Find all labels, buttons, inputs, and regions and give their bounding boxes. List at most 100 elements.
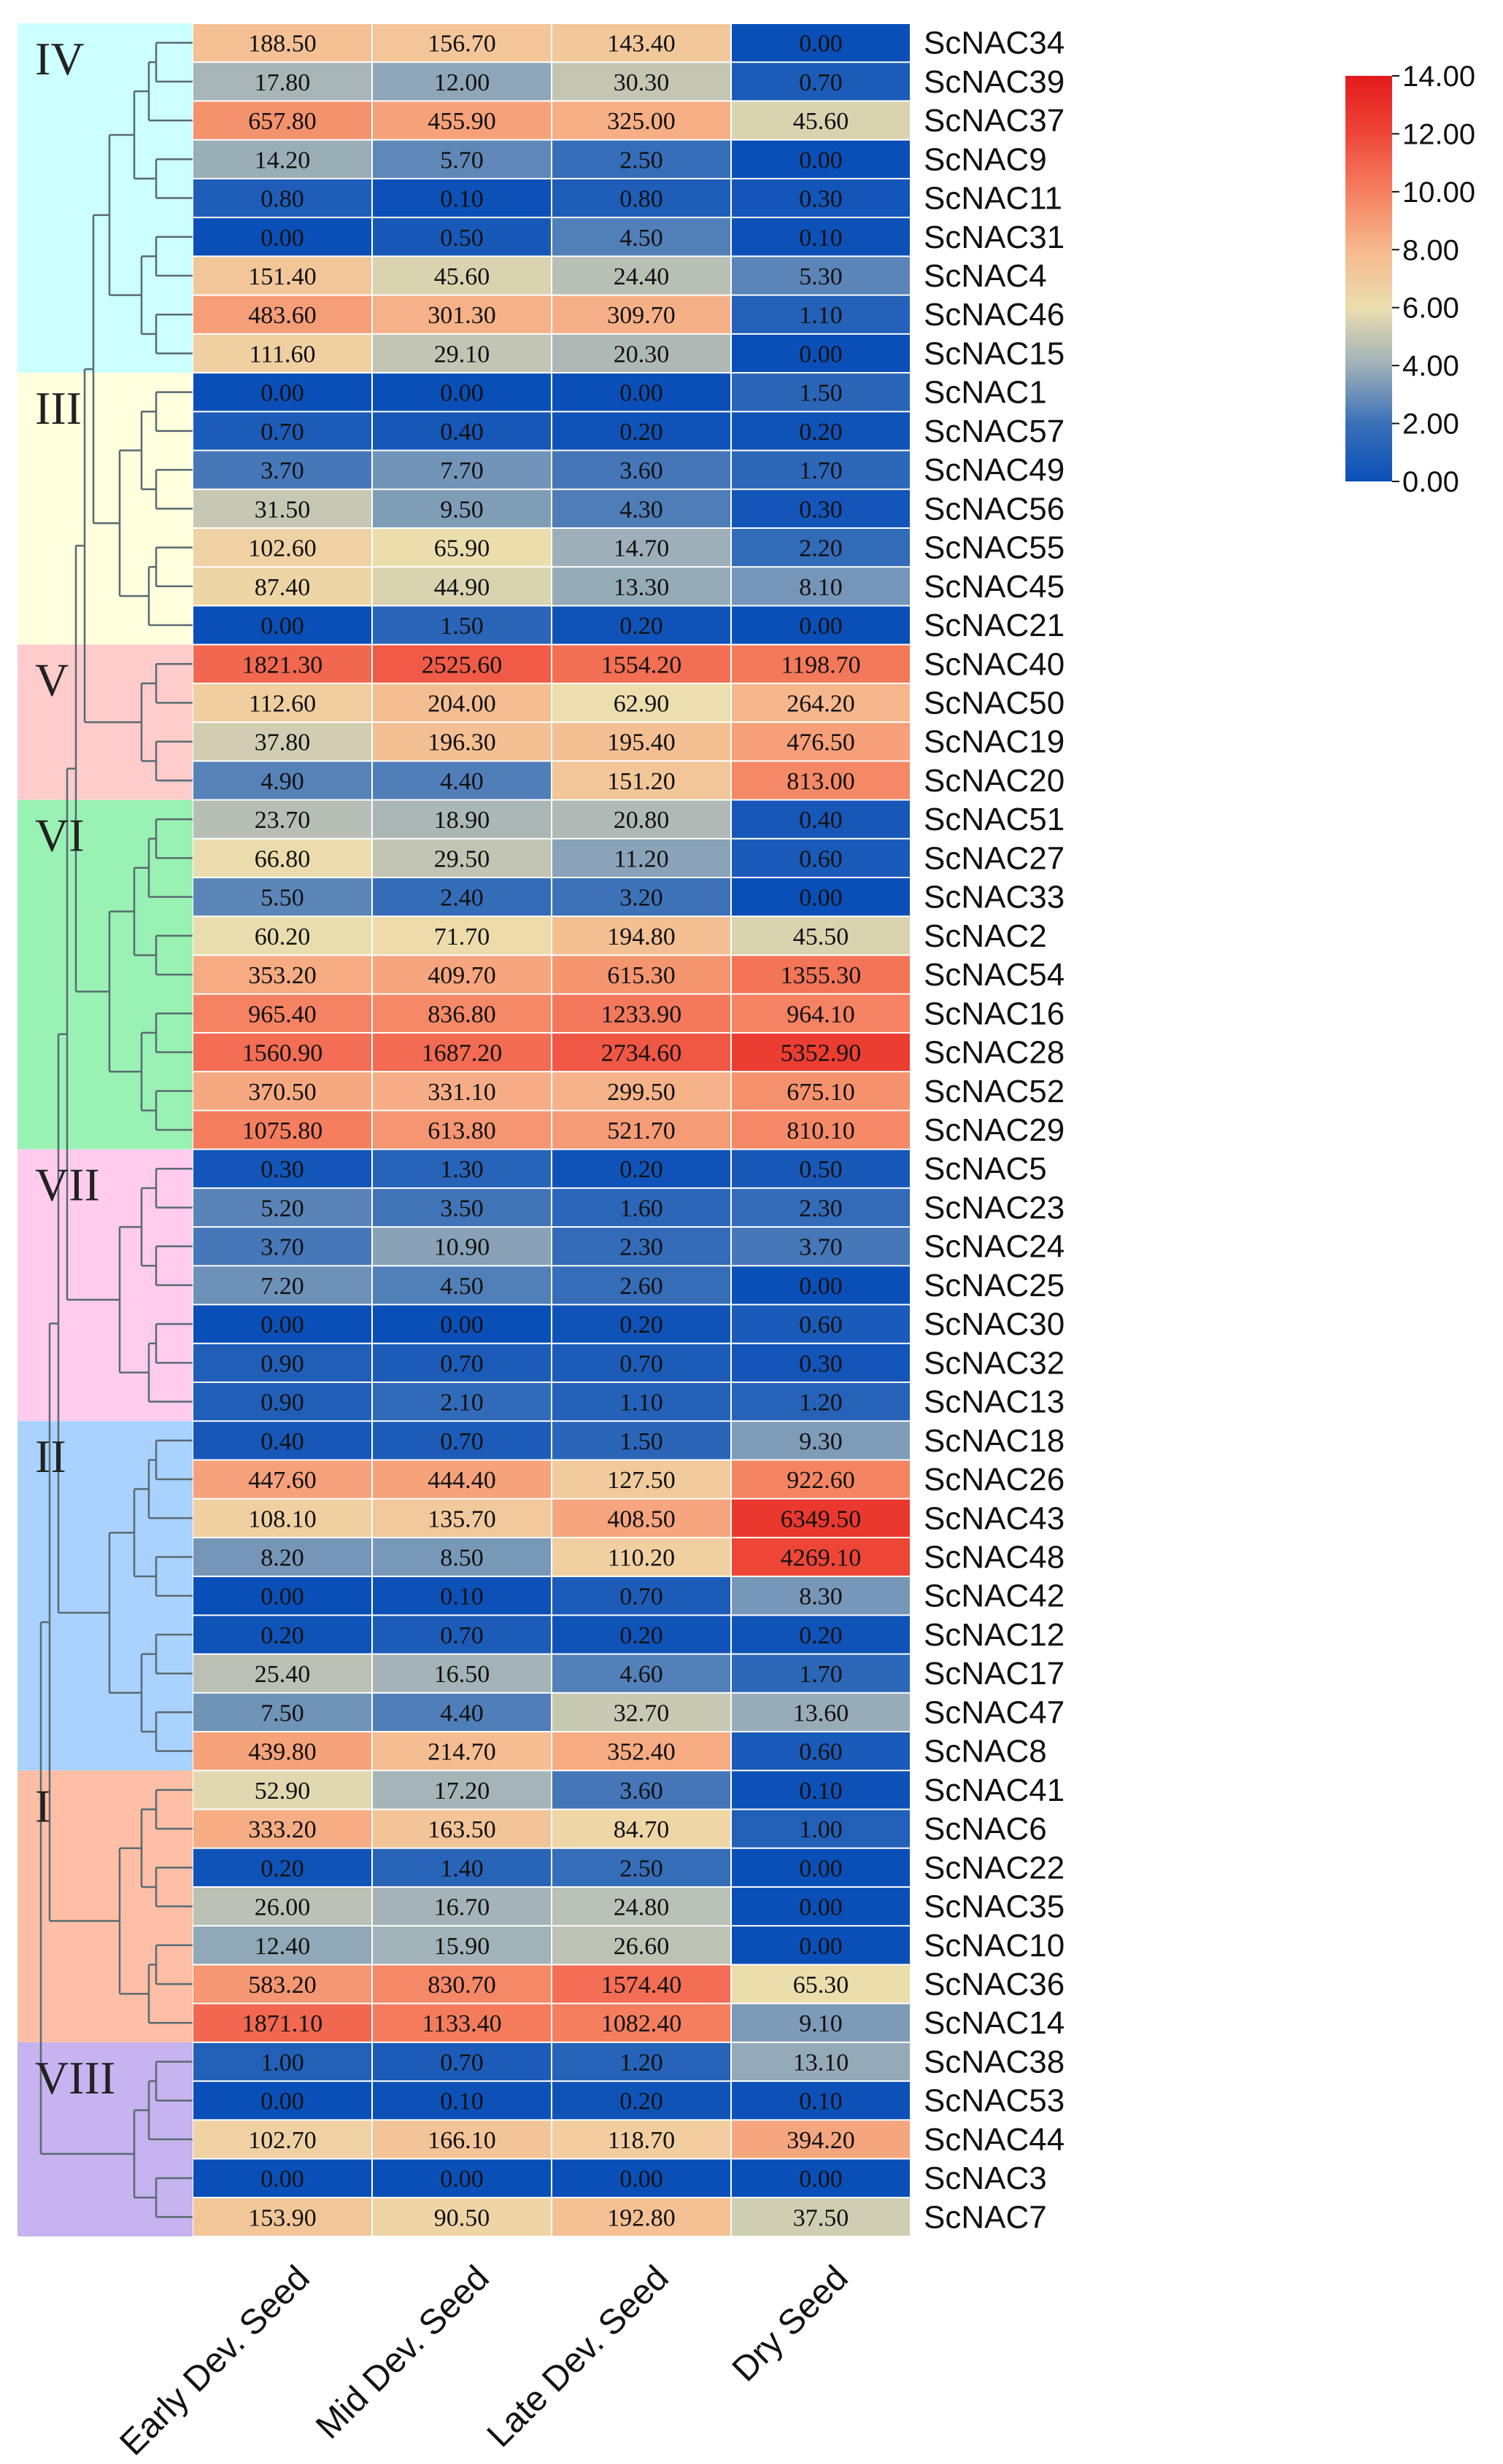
- cell-value-label: 156.70: [428, 31, 496, 58]
- gene-label: ScNAC10: [924, 1928, 1065, 1964]
- heatmap-cell: [193, 917, 371, 955]
- heatmap-cell: [193, 218, 371, 256]
- heatmap-cell: [373, 1150, 551, 1188]
- heatmap-cell: [193, 1111, 371, 1149]
- gene-label: ScNAC8: [924, 1734, 1047, 1770]
- heatmap-cell: [193, 2042, 371, 2081]
- heatmap-cell: [732, 179, 910, 217]
- heatmap-cell: [373, 2198, 551, 2236]
- gene-label: ScNAC1: [924, 375, 1047, 411]
- gene-label: ScNAC52: [924, 1074, 1065, 1109]
- gene-label: ScNAC41: [924, 1773, 1065, 1808]
- heatmap-cell: [732, 218, 910, 256]
- heatmap-cell: [373, 606, 551, 644]
- cell-value-label: 13.60: [793, 1700, 849, 1727]
- legend-tick-label: 8.00: [1402, 234, 1459, 266]
- cell-value-label: 13.30: [614, 574, 670, 601]
- heatmap-cell: [732, 140, 910, 178]
- cell-value-label: 521.70: [607, 1117, 676, 1144]
- heatmap-cell: [373, 1344, 551, 1382]
- cell-value-label: 0.20: [619, 419, 663, 446]
- cell-value-label: 0.00: [260, 2166, 304, 2193]
- cell-value-label: 188.50: [248, 31, 317, 58]
- cell-value-label: 0.10: [799, 225, 843, 252]
- column-label: Early Dev. Seed: [113, 2258, 317, 2463]
- heatmap-cell: [732, 489, 910, 527]
- heatmap-cell: [373, 24, 551, 62]
- gene-label: ScNAC45: [924, 569, 1065, 605]
- heatmap-cell: [373, 1033, 551, 1072]
- cell-value-label: 1133.40: [422, 2010, 501, 2037]
- heatmap-cell: [193, 1810, 371, 1848]
- cell-value-label: 84.70: [614, 1816, 670, 1843]
- heatmap-cell: [732, 1111, 910, 1149]
- gene-label: ScNAC14: [924, 2005, 1065, 2041]
- cell-value-label: 0.70: [619, 1584, 663, 1611]
- cell-value-label: 30.30: [614, 69, 670, 96]
- heatmap-cell: [193, 1771, 371, 1809]
- heatmap-cell: [373, 451, 551, 489]
- cell-value-label: 4.60: [619, 1661, 663, 1688]
- heatmap-cell: [552, 24, 730, 62]
- cell-value-label: 922.60: [787, 1467, 855, 1494]
- cell-value-label: 2525.60: [422, 651, 503, 678]
- cell-value-label: 1574.40: [601, 1972, 682, 1999]
- cell-value-label: 7.50: [260, 1700, 304, 1727]
- heatmap-cell: [732, 2198, 910, 2236]
- heatmap-cell: [373, 179, 551, 217]
- heatmap-cell: [193, 956, 371, 993]
- heatmap-cell: [373, 1422, 551, 1460]
- gene-label: ScNAC6: [924, 1811, 1047, 1847]
- cell-value-label: 1687.20: [422, 1040, 503, 1067]
- heatmap-cell: [552, 2198, 730, 2236]
- cell-value-label: 26.00: [255, 1894, 311, 1921]
- cell-value-label: 5352.90: [781, 1040, 862, 1067]
- cell-value-label: 8.20: [260, 1545, 304, 1572]
- cell-value-label: 24.40: [614, 263, 670, 290]
- cell-value-label: 4.50: [619, 225, 663, 252]
- heatmap-cell: [552, 762, 730, 799]
- gene-label: ScNAC21: [924, 608, 1065, 643]
- cell-value-label: 1082.40: [601, 2010, 682, 2037]
- heatmap-cell: [193, 1848, 371, 1886]
- cell-value-label: 5.70: [440, 147, 484, 174]
- cell-value-label: 0.10: [440, 1584, 484, 1611]
- cell-value-label: 18.90: [434, 807, 490, 834]
- gene-label: ScNAC47: [924, 1694, 1065, 1730]
- cell-value-label: 9.30: [799, 1428, 843, 1455]
- cell-value-label: 214.70: [428, 1739, 496, 1766]
- heatmap-cell: [193, 334, 371, 373]
- cell-value-label: 151.20: [607, 768, 676, 795]
- cell-value-label: 65.90: [434, 535, 490, 562]
- gene-label: ScNAC20: [924, 763, 1065, 799]
- cell-value-label: 0.00: [260, 1312, 304, 1338]
- heatmap-cell: [732, 1654, 910, 1692]
- legend-tick-label: 12.00: [1402, 118, 1475, 150]
- heatmap-cell: [732, 1732, 910, 1770]
- heatmap-cell: [193, 1616, 371, 1654]
- heatmap-cell: [193, 606, 371, 644]
- cell-value-label: 0.70: [619, 1350, 663, 1377]
- heatmap-cell: [552, 1150, 730, 1188]
- cell-value-label: 370.50: [248, 1079, 317, 1106]
- cell-value-label: 333.20: [248, 1816, 317, 1843]
- cell-value-label: 3.60: [619, 457, 663, 484]
- gene-label: ScNAC3: [924, 2161, 1047, 2196]
- heatmap-cell: [373, 63, 551, 101]
- cell-value-label: 476.50: [787, 729, 855, 756]
- gene-label: ScNAC2: [924, 918, 1047, 954]
- cell-value-label: 108.10: [248, 1506, 317, 1533]
- gene-label: ScNAC35: [924, 1889, 1065, 1925]
- heatmap-cell: [373, 1926, 551, 1964]
- heatmap-cell: [552, 1926, 730, 1964]
- heatmap-cell: [732, 1266, 910, 1304]
- heatmap-cell: [373, 412, 551, 450]
- cell-value-label: 194.80: [607, 923, 676, 950]
- color-scale-bar: [1345, 76, 1392, 481]
- heatmap-cell: [732, 373, 910, 411]
- heatmap-cell: [552, 1848, 730, 1886]
- legend-tick-label: 0.00: [1402, 466, 1459, 498]
- gene-label: ScNAC34: [924, 26, 1065, 61]
- heatmap-cell: [373, 839, 551, 877]
- heatmap-cell: [732, 645, 910, 683]
